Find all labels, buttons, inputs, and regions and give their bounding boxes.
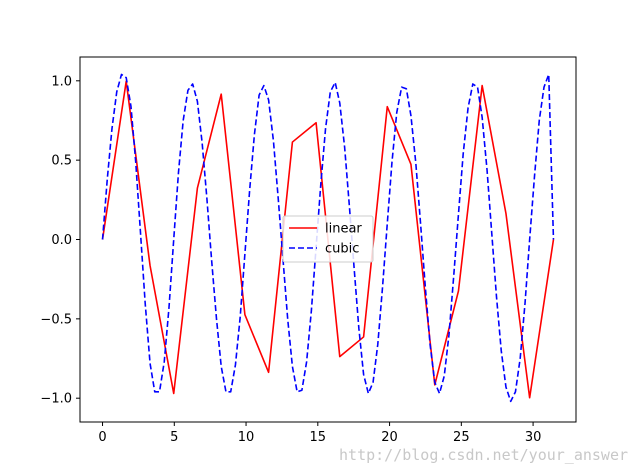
legend: linear cubic <box>282 215 374 263</box>
y-tick-label: −0.5 <box>40 312 72 327</box>
x-tick-label: 0 <box>98 430 106 445</box>
x-tick-label: 10 <box>238 430 255 445</box>
x-tick-label: 20 <box>381 430 398 445</box>
x-axis-ticks: 0 5 10 15 20 25 30 <box>98 422 541 445</box>
y-tick-label: 1.0 <box>51 74 72 89</box>
series-line-cubic <box>101 73 555 403</box>
y-axis-ticks: −1.0 −0.5 0.0 0.5 1.0 <box>40 74 80 407</box>
legend-label-cubic: cubic <box>325 242 359 257</box>
x-tick-label: 25 <box>453 430 470 445</box>
y-tick-label: 0.0 <box>51 233 72 248</box>
y-tick-label: 0.5 <box>51 154 72 169</box>
x-tick-label: 30 <box>525 430 542 445</box>
x-tick-label: 15 <box>310 430 327 445</box>
x-tick-label: 5 <box>170 430 178 445</box>
y-tick-label: −1.0 <box>40 392 72 407</box>
legend-label-linear: linear <box>325 222 362 237</box>
watermark-text: http://blog.csdn.net/your_answer <box>339 446 628 464</box>
